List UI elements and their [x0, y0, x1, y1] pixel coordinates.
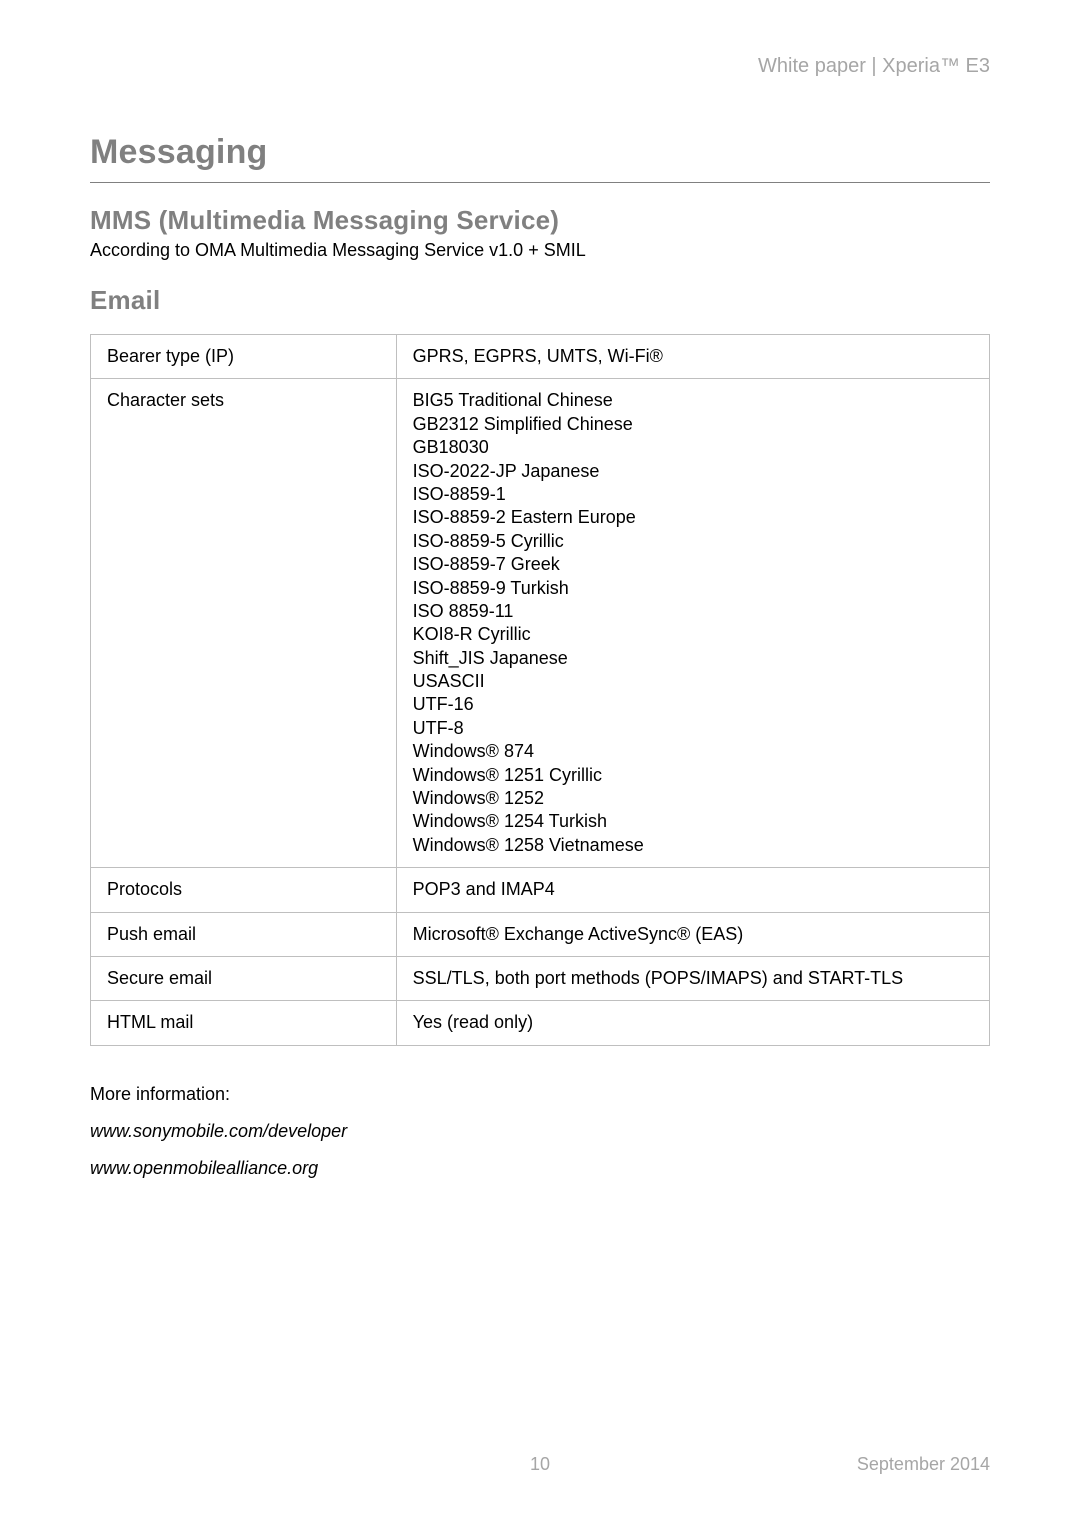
more-info: More information: www.sonymobile.com/dev…	[90, 1084, 990, 1179]
cell-value: Microsoft® Exchange ActiveSync® (EAS)	[396, 912, 989, 956]
table-row: Character sets BIG5 Traditional Chinese …	[91, 379, 990, 868]
cell-label: Secure email	[91, 956, 397, 1000]
header-right: White paper | Xperia™ E3	[90, 55, 990, 78]
charset-line: Windows® 1258 Vietnamese	[413, 834, 973, 857]
footer: 10 September 2014	[90, 1454, 990, 1475]
table-row: HTML mail Yes (read only)	[91, 1001, 990, 1045]
cell-label: Character sets	[91, 379, 397, 868]
email-heading: Email	[90, 285, 990, 316]
more-info-link2: www.openmobilealliance.org	[90, 1158, 990, 1179]
cell-value-charsets: BIG5 Traditional Chinese GB2312 Simplifi…	[396, 379, 989, 868]
email-table: Bearer type (IP) GPRS, EGPRS, UMTS, Wi-F…	[90, 334, 990, 1046]
charset-line: ISO-8859-9 Turkish	[413, 577, 973, 600]
table-row: Bearer type (IP) GPRS, EGPRS, UMTS, Wi-F…	[91, 335, 990, 379]
messaging-heading: Messaging	[90, 133, 990, 172]
cell-label: HTML mail	[91, 1001, 397, 1045]
charset-line: UTF-8	[413, 717, 973, 740]
cell-label: Bearer type (IP)	[91, 335, 397, 379]
page: White paper | Xperia™ E3 Messaging MMS (…	[0, 0, 1080, 1527]
cell-value: SSL/TLS, both port methods (POPS/IMAPS) …	[396, 956, 989, 1000]
cell-value: POP3 and IMAP4	[396, 868, 989, 912]
table-row: Push email Microsoft® Exchange ActiveSyn…	[91, 912, 990, 956]
cell-label: Protocols	[91, 868, 397, 912]
mms-subtitle: According to OMA Multimedia Messaging Se…	[90, 240, 990, 261]
charset-line: GB2312 Simplified Chinese	[413, 413, 973, 436]
charset-line: ISO-8859-2 Eastern Europe	[413, 506, 973, 529]
charset-line: ISO-8859-1	[413, 483, 973, 506]
charset-line: Windows® 1254 Turkish	[413, 810, 973, 833]
charset-line: KOI8-R Cyrillic	[413, 623, 973, 646]
footer-page-number: 10	[530, 1454, 550, 1475]
more-info-link1: www.sonymobile.com/developer	[90, 1121, 990, 1142]
charset-line: UTF-16	[413, 693, 973, 716]
cell-label: Push email	[91, 912, 397, 956]
charset-line: ISO-8859-7 Greek	[413, 553, 973, 576]
charset-line: ISO-8859-5 Cyrillic	[413, 530, 973, 553]
charset-line: Windows® 874	[413, 740, 973, 763]
charset-line: ISO-2022-JP Japanese	[413, 460, 973, 483]
footer-date: September 2014	[857, 1454, 990, 1475]
mms-heading: MMS (Multimedia Messaging Service)	[90, 205, 990, 236]
table-row: Protocols POP3 and IMAP4	[91, 868, 990, 912]
table-row: Secure email SSL/TLS, both port methods …	[91, 956, 990, 1000]
charset-line: BIG5 Traditional Chinese	[413, 389, 973, 412]
cell-value: GPRS, EGPRS, UMTS, Wi-Fi®	[396, 335, 989, 379]
charset-line: USASCII	[413, 670, 973, 693]
charset-line: Shift_JIS Japanese	[413, 647, 973, 670]
more-info-title: More information:	[90, 1084, 990, 1105]
charset-line: Windows® 1252	[413, 787, 973, 810]
heading-rule	[90, 182, 990, 183]
charset-line: Windows® 1251 Cyrillic	[413, 764, 973, 787]
charset-line: GB18030	[413, 436, 973, 459]
charset-line: ISO 8859-11	[413, 600, 973, 623]
cell-value: Yes (read only)	[396, 1001, 989, 1045]
